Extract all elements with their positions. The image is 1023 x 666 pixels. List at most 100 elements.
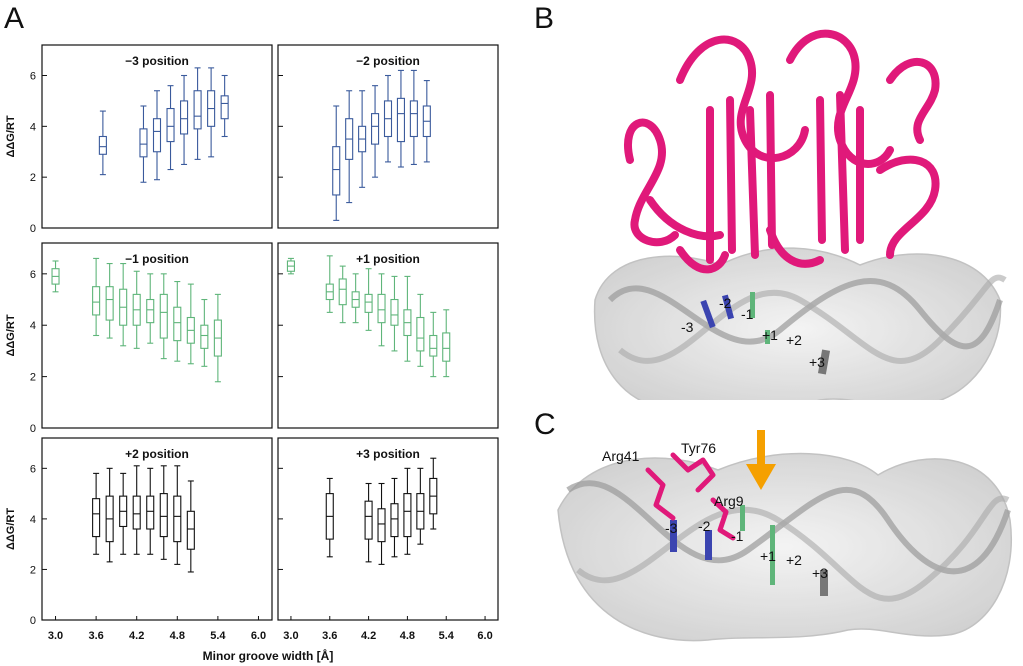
box-4 bbox=[146, 467, 155, 555]
y-tick-label: 6 bbox=[30, 463, 36, 475]
box-0 bbox=[92, 472, 101, 555]
y-tick-label: 2 bbox=[30, 172, 36, 184]
box-5 bbox=[416, 467, 425, 545]
plot-frame bbox=[277, 242, 499, 429]
box-9 bbox=[200, 298, 209, 367]
y-tick-label: 6 bbox=[30, 269, 36, 281]
box-body bbox=[338, 278, 347, 306]
attack-arrow bbox=[746, 430, 776, 490]
box-4 bbox=[383, 74, 393, 163]
x-tick-label: 6.0 bbox=[477, 630, 492, 642]
plot-frame bbox=[277, 44, 499, 229]
x-tick-label: 6.0 bbox=[251, 630, 266, 642]
dna-closeup-structure-c bbox=[557, 430, 1012, 642]
label-b-m1: -1 bbox=[741, 306, 754, 322]
box-8 bbox=[186, 283, 195, 365]
box-5 bbox=[146, 273, 155, 344]
box-body bbox=[200, 324, 209, 349]
x-tick-label: 5.4 bbox=[439, 630, 455, 642]
panel-title: +3 position bbox=[356, 447, 420, 461]
x-tick-label: 3.0 bbox=[283, 630, 298, 642]
plot-frame bbox=[277, 437, 499, 621]
box-1 bbox=[345, 90, 354, 204]
y-tick-label: 4 bbox=[30, 320, 36, 332]
box-6 bbox=[390, 275, 399, 352]
box-body bbox=[377, 508, 386, 543]
y-tick-label: 6 bbox=[30, 71, 36, 83]
y-axis-label: ΔΔG/RT bbox=[5, 314, 17, 356]
label-b-p3: +3 bbox=[809, 354, 825, 370]
x-tick-label: 4.8 bbox=[400, 630, 415, 642]
panel-title: +2 position bbox=[125, 447, 189, 461]
label-c-m2: -2 bbox=[698, 518, 711, 534]
label-b-m3: -3 bbox=[681, 319, 694, 335]
box-6 bbox=[409, 69, 418, 166]
box-0 bbox=[325, 477, 334, 558]
box-body bbox=[371, 113, 380, 145]
protein-ribbon bbox=[624, 29, 940, 274]
box-0 bbox=[332, 105, 341, 221]
box-body bbox=[442, 332, 451, 362]
box-body bbox=[146, 298, 155, 324]
box-7 bbox=[403, 275, 412, 362]
x-tick-label: 3.6 bbox=[322, 630, 337, 642]
box-body bbox=[390, 503, 399, 538]
box-2 bbox=[338, 265, 347, 324]
box-body bbox=[429, 334, 438, 357]
box-panel-1: −2 position bbox=[277, 44, 499, 229]
box-body bbox=[132, 495, 141, 530]
box-body bbox=[403, 493, 412, 538]
box-7 bbox=[173, 280, 182, 362]
box-0 bbox=[98, 110, 107, 176]
panel-title: −2 position bbox=[356, 54, 420, 68]
box-2 bbox=[358, 90, 367, 188]
residue-sticks bbox=[645, 452, 736, 541]
box-panel-5: +3 position 3.0 3.6 4.2 4.8 5.4 6.0 bbox=[277, 437, 499, 642]
box-2 bbox=[377, 482, 386, 565]
label-c-p1: +1 bbox=[760, 548, 776, 564]
label-b-m2: -2 bbox=[719, 295, 732, 311]
box-5 bbox=[377, 273, 386, 347]
box-1 bbox=[325, 255, 334, 313]
box-3 bbox=[390, 477, 399, 558]
y-tick-label: 2 bbox=[30, 372, 36, 384]
box-body bbox=[364, 500, 373, 540]
label-c-p3: +3 bbox=[812, 565, 828, 581]
label-c-m3: -3 bbox=[665, 520, 678, 536]
box-body bbox=[173, 495, 182, 543]
box-10 bbox=[213, 293, 222, 383]
box-body bbox=[186, 510, 195, 550]
box-3 bbox=[132, 465, 141, 555]
x-tick-label: 4.2 bbox=[129, 630, 144, 642]
box-2 bbox=[119, 472, 128, 555]
box-body bbox=[146, 495, 155, 530]
box-8 bbox=[416, 293, 425, 367]
x-tick-label: 4.8 bbox=[170, 630, 185, 642]
label-c-arg9: Arg9 bbox=[714, 493, 744, 509]
x-axis-label: Minor groove width [Å] bbox=[203, 648, 334, 663]
box-body bbox=[416, 316, 425, 352]
y-tick-label: 0 bbox=[30, 223, 36, 235]
box-1 bbox=[364, 482, 373, 563]
box-7 bbox=[422, 80, 431, 163]
box-10 bbox=[442, 309, 451, 378]
label-c-arg41: Arg41 bbox=[602, 448, 640, 464]
plot-frame bbox=[41, 242, 273, 429]
box-panel-4: +2 position 0 2 4 6 ΔΔG/RT 3.0 3.6 4.2 4.8 5.4 6.0 bbox=[5, 437, 273, 642]
box-1 bbox=[105, 467, 114, 563]
protein-dna-structure-b bbox=[593, 29, 1007, 400]
plot-frame bbox=[41, 44, 273, 229]
box-1 bbox=[92, 257, 101, 337]
box-5 bbox=[159, 465, 168, 560]
box-2 bbox=[105, 263, 114, 339]
box-body bbox=[92, 286, 101, 316]
box-0 bbox=[286, 257, 295, 275]
box-body bbox=[166, 107, 175, 143]
box-body bbox=[396, 97, 405, 143]
x-tick-label: 3.0 bbox=[48, 630, 63, 642]
box-body bbox=[159, 293, 168, 339]
box-3 bbox=[119, 263, 128, 347]
box-2 bbox=[152, 90, 162, 181]
box-body bbox=[220, 95, 229, 120]
box-4 bbox=[364, 268, 373, 331]
